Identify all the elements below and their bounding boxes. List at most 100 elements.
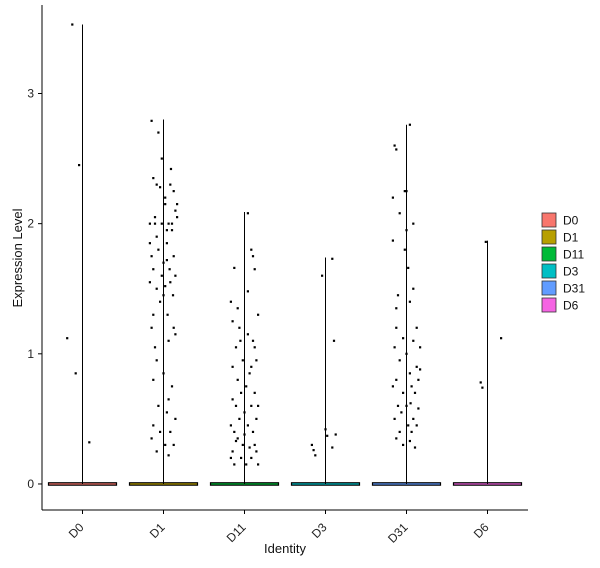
data-point: [481, 386, 484, 389]
data-point: [393, 417, 396, 420]
data-point: [162, 372, 165, 375]
data-point: [164, 203, 167, 206]
y-tick-label: 3: [27, 87, 34, 101]
data-point: [395, 148, 398, 151]
data-point: [231, 365, 234, 368]
legend-label: D11: [563, 248, 584, 262]
data-point: [415, 365, 418, 368]
data-point: [176, 203, 179, 206]
data-point: [167, 222, 170, 225]
data-point: [408, 300, 411, 303]
data-point: [165, 229, 168, 232]
data-point: [479, 381, 482, 384]
data-point: [403, 248, 406, 251]
data-point: [159, 186, 162, 189]
data-point: [331, 446, 334, 449]
data-point: [241, 443, 244, 447]
data-point: [243, 411, 246, 414]
legend-label: D6: [563, 299, 579, 313]
data-point: [251, 339, 255, 342]
x-tick-label: D1: [147, 520, 168, 541]
data-point: [250, 248, 253, 251]
data-point: [152, 268, 155, 271]
data-point: [167, 398, 170, 401]
data-point: [159, 300, 162, 303]
data-point: [407, 424, 410, 427]
data-point: [155, 287, 158, 290]
data-point: [165, 242, 168, 245]
violin-d31: [371, 123, 442, 486]
x-tick-label: D0: [66, 520, 87, 541]
data-point: [153, 346, 157, 349]
legend-swatch: [541, 246, 557, 262]
data-point: [405, 404, 408, 407]
data-point: [160, 274, 163, 277]
data-point: [413, 446, 417, 449]
data-point: [321, 274, 324, 277]
data-point: [164, 285, 167, 288]
data-point: [159, 430, 162, 434]
data-point: [253, 346, 256, 349]
data-point: [332, 339, 336, 342]
data-point: [238, 417, 241, 420]
data-point: [229, 456, 232, 460]
data-point: [71, 23, 74, 26]
data-point: [165, 259, 168, 262]
data-point: [412, 417, 415, 420]
data-point: [148, 242, 151, 245]
data-point: [395, 378, 398, 381]
data-point: [253, 391, 256, 394]
data-point: [169, 281, 172, 284]
data-point: [78, 163, 81, 167]
data-point: [162, 261, 165, 264]
data-point: [255, 450, 258, 453]
data-point: [408, 372, 411, 375]
data-point: [234, 404, 238, 407]
data-point: [253, 443, 256, 447]
legend-swatch: [541, 297, 557, 313]
data-point: [240, 391, 243, 394]
violin-d0: [47, 23, 118, 486]
plot-area: [47, 23, 523, 486]
data-point: [152, 177, 155, 180]
data-point: [148, 222, 151, 225]
data-point: [408, 123, 411, 126]
data-point: [155, 235, 158, 238]
data-point: [393, 346, 396, 349]
data-point: [393, 144, 396, 147]
data-point: [233, 430, 236, 434]
data-point: [157, 131, 160, 134]
data-point: [174, 274, 177, 277]
data-point: [246, 290, 249, 293]
data-point: [172, 443, 175, 447]
data-point: [403, 190, 406, 193]
data-point: [250, 404, 253, 407]
data-point: [236, 378, 239, 381]
data-point: [250, 456, 253, 460]
data-point: [157, 248, 160, 251]
data-point: [412, 222, 415, 225]
data-point: [176, 216, 179, 219]
data-point: [233, 266, 236, 270]
data-point: [166, 313, 169, 316]
y-ticks: 0 1 2 3: [27, 87, 42, 491]
data-point: [150, 326, 153, 329]
data-point: [417, 378, 420, 381]
data-point: [238, 326, 241, 329]
legend-label: D3: [563, 265, 579, 279]
data-point: [257, 313, 260, 316]
data-point: [172, 326, 175, 329]
data-point: [396, 404, 400, 407]
data-point: [231, 450, 234, 453]
data-point: [250, 365, 253, 368]
legend-swatch: [541, 229, 557, 245]
axes: [41, 5, 528, 511]
data-point: [174, 417, 177, 420]
data-point: [405, 229, 408, 232]
data-point: [162, 294, 165, 297]
data-point: [402, 391, 405, 394]
legend-label: D1: [563, 231, 579, 245]
data-point: [312, 449, 315, 452]
data-point: [398, 359, 401, 362]
